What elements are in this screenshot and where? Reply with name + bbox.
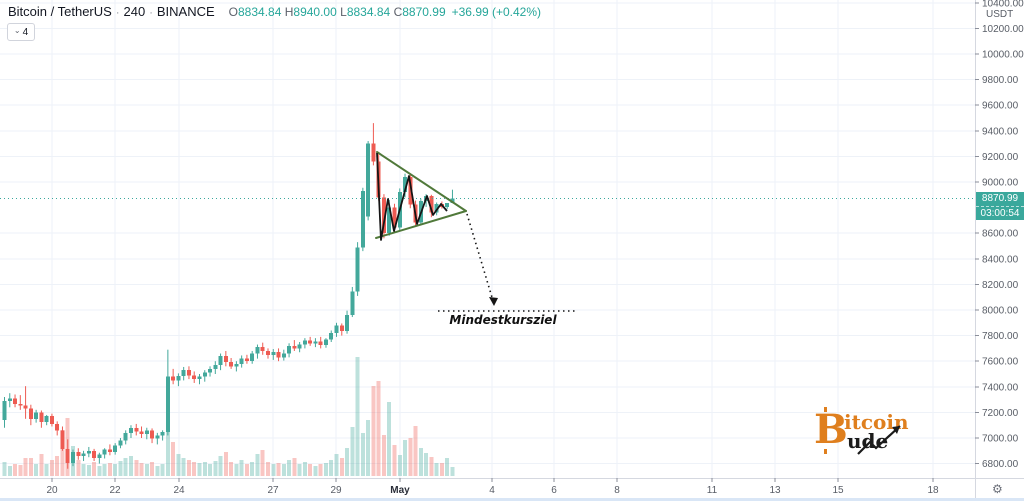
svg-text:8000.00: 8000.00 xyxy=(982,306,1019,317)
svg-text:8200.00: 8200.00 xyxy=(982,280,1019,291)
logo-stud-top xyxy=(824,407,827,412)
svg-text:10200.00: 10200.00 xyxy=(982,24,1024,35)
svg-text:8: 8 xyxy=(614,485,620,496)
svg-text:9200.00: 9200.00 xyxy=(982,152,1019,163)
separator: · xyxy=(149,7,153,19)
svg-text:10000.00: 10000.00 xyxy=(982,50,1024,61)
drawing-annotations: Mindestkursziel xyxy=(375,151,578,327)
close-label: C xyxy=(393,5,403,19)
bitcoin-bude-logo: B itcoin ude xyxy=(814,406,924,464)
indicators-count: 4 xyxy=(22,26,29,38)
chevron-down-icon: ⌄ xyxy=(13,26,21,35)
svg-text:24: 24 xyxy=(173,485,185,496)
svg-text:9800.00: 9800.00 xyxy=(982,75,1019,86)
logo-trend-arrow-icon xyxy=(857,425,901,455)
open-label: O xyxy=(228,5,238,19)
candles xyxy=(2,123,455,469)
low-value: 8834.84 xyxy=(346,5,391,19)
svg-text:7400.00: 7400.00 xyxy=(982,382,1019,393)
close-value: 8870.99 xyxy=(402,5,446,19)
svg-text:18: 18 xyxy=(927,485,939,496)
svg-text:7200.00: 7200.00 xyxy=(982,408,1019,419)
volume-bars xyxy=(2,357,455,476)
last-price-value: 8870.99 xyxy=(976,192,1024,206)
target-label: Mindestkursziel xyxy=(449,313,557,327)
svg-text:7600.00: 7600.00 xyxy=(982,357,1019,368)
ohlc-values: O8834.84 H8940.00 L8834.84 C8870.99 xyxy=(229,5,446,19)
high-label: H xyxy=(284,5,294,19)
exchange-label[interactable]: BINANCE xyxy=(156,4,215,19)
svg-text:29: 29 xyxy=(330,485,342,496)
svg-text:11: 11 xyxy=(707,485,718,496)
svg-text:9400.00: 9400.00 xyxy=(982,126,1019,137)
bottom-scroll-strip xyxy=(0,498,1024,501)
separator: · xyxy=(115,7,120,19)
last-price-badge[interactable]: 8870.99 03:00:54 xyxy=(976,192,1024,220)
logo-stud-bottom xyxy=(824,449,827,454)
svg-text:4: 4 xyxy=(489,485,495,496)
svg-text:9000.00: 9000.00 xyxy=(982,178,1019,189)
indicators-collapse-button[interactable]: ⌄ 4 xyxy=(7,23,35,41)
high-value: 8940.00 xyxy=(293,5,337,19)
svg-text:7800.00: 7800.00 xyxy=(982,331,1019,342)
candle-countdown: 03:00:54 xyxy=(976,206,1024,220)
gear-icon[interactable]: ⚙ xyxy=(992,482,1003,496)
svg-text:20: 20 xyxy=(46,485,58,496)
svg-text:27: 27 xyxy=(267,485,279,496)
time-axis: 20 22 24 27 29 May 4 6 8 11 13 15 18 xyxy=(46,478,939,496)
svg-text:7000.00: 7000.00 xyxy=(982,434,1019,445)
bitcoin-b-glyph: B xyxy=(814,406,848,453)
svg-text:15: 15 xyxy=(832,485,844,496)
low-label: L xyxy=(340,5,347,19)
svg-text:6800.00: 6800.00 xyxy=(982,459,1019,470)
svg-text:May: May xyxy=(390,485,410,496)
interval-label[interactable]: 240 xyxy=(123,4,146,19)
change-value: +36.99 (+0.42%) xyxy=(451,5,542,19)
svg-text:8600.00: 8600.00 xyxy=(982,229,1019,240)
svg-text:13: 13 xyxy=(769,485,781,496)
currency-label: USDT xyxy=(986,9,1013,20)
grid-lines xyxy=(0,0,975,478)
symbol-title[interactable]: Bitcoin / TetherUS xyxy=(8,4,112,19)
symbol-legend[interactable]: Bitcoin / TetherUS · 240 · BINANCE O8834.84 H… xyxy=(8,4,541,19)
svg-text:8400.00: 8400.00 xyxy=(982,254,1019,265)
svg-text:22: 22 xyxy=(109,485,121,496)
svg-text:6: 6 xyxy=(551,485,557,496)
svg-text:9600.00: 9600.00 xyxy=(982,101,1019,112)
svg-text:10400.00: 10400.00 xyxy=(982,0,1024,9)
open-value: 8834.84 xyxy=(238,5,282,19)
